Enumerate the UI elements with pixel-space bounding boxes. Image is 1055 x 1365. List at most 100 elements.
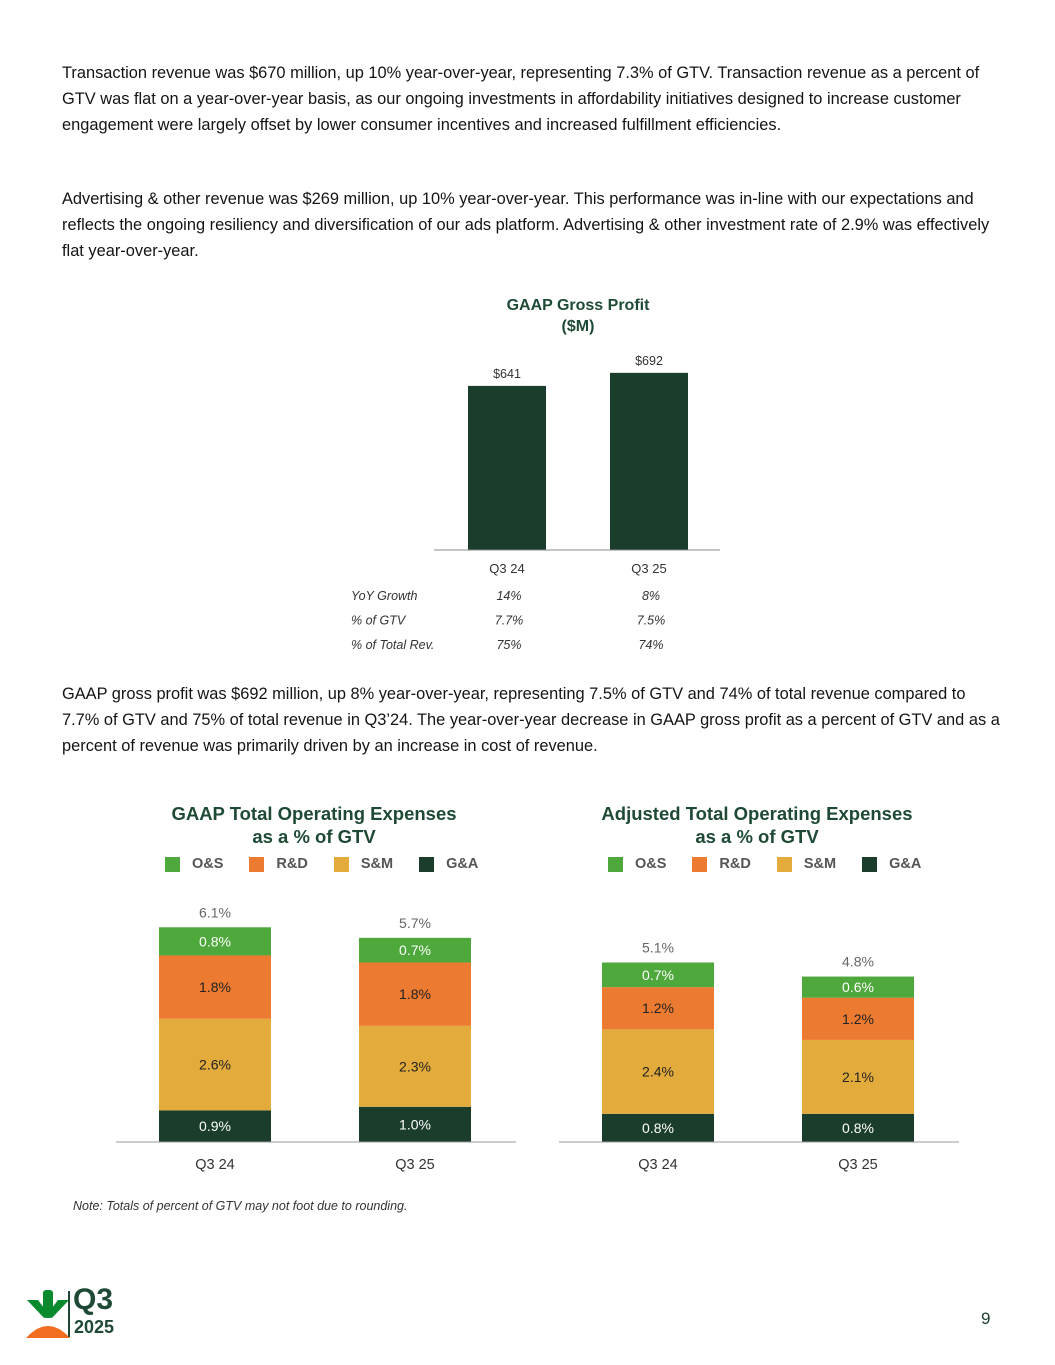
gross-profit-title-line2: ($M) [561,318,595,335]
paragraph-advertising-revenue: Advertising & other revenue was $269 mil… [62,190,990,260]
legend-item-sm: S&M [776,856,837,872]
gaap-opex-bar-segment [359,1106,471,1142]
legend-label-ga: G&A [446,856,479,872]
legend-swatch-ga [862,856,878,872]
legend-item-ga: G&A [862,856,921,872]
adjusted-opex-category-label: Q3 25 [838,1157,878,1173]
legend-label-rd: R&D [276,856,308,872]
gaap-opex-bar-segment [159,1110,271,1142]
adjusted-opex-segment-label: 1.2% [842,1011,874,1027]
gaap-opex-total-label: 5.7% [399,915,431,931]
legend-swatch-ga [419,856,435,872]
legend-label-rd: R&D [719,856,751,872]
logo-divider [68,1291,70,1337]
gaap-opex-legend: O&S R&D S&M G&A [165,856,478,872]
carrot-icon [26,1290,70,1338]
page-number: 9 [981,1309,991,1328]
legend-item-sm: S&M [333,856,394,872]
legend-swatch-sm [776,856,792,872]
gross-profit-chart: $641 Q3 24 $692 Q3 25 YoY Growth 14% 8% % of GT… [351,354,720,652]
adjusted-opex-bar-segment [602,1113,714,1142]
gaap-opex-total-label: 6.1% [199,904,231,920]
paragraph-gross-profit: GAAP gross profit was $692 million, up 8… [62,685,1000,755]
gaap-opex-segment-label: 0.7% [399,942,431,958]
gaap-opex-segment-label: 2.6% [199,1057,231,1073]
adjusted-opex-segment-label: 0.8% [842,1120,874,1136]
adjusted-opex-title-line2: as a % of GTV [695,826,819,847]
footer-quarter: Q3 [73,1283,114,1316]
adjusted-opex-bar-segment [602,962,714,988]
gaap-opex-segment-label: 0.8% [199,933,231,949]
adjusted-opex-segment-label: 0.6% [842,979,874,995]
adjusted-opex-total-label: 4.8% [842,954,874,970]
gaap-opex-chart-title: GAAP Total Operating Expenses as a % of … [114,802,514,848]
gross-profit-bar [610,372,688,550]
adjusted-opex-bar-segment [802,1113,914,1142]
legend-label-sm: S&M [360,856,394,872]
adjusted-opex-bar-segment [802,976,914,998]
gaap-opex-bar-segment [159,955,271,1019]
adjusted-opex-category-label: Q3 24 [638,1157,678,1173]
legend-item-os: O&S [608,856,666,872]
stats-value: 74% [638,638,663,652]
legend-label-sm: S&M [803,856,837,872]
gaap-opex-segment-label: 1.0% [399,1116,431,1132]
gaap-opex-bar-segment [359,1025,471,1107]
gaap-opex-title-line2: as a % of GTV [252,826,376,847]
gaap-opex-segment-label: 2.3% [399,1058,431,1074]
legend-item-os: O&S [165,856,223,872]
stats-value: 14% [496,589,521,603]
gaap-opex-segment-label: 1.8% [199,979,231,995]
paragraph-transaction-revenue: Transaction revenue was $670 million, up… [62,64,980,134]
legend-label-ga: G&A [889,856,922,872]
adjusted-opex-legend: O&S R&D S&M G&A [608,856,921,872]
stats-value: 75% [496,638,521,652]
adjusted-opex-title-line1: Adjusted Total Operating Expenses [601,803,913,824]
adjusted-opex-bar-segment [802,1039,914,1114]
gaap-opex-segment-label: 0.9% [199,1118,231,1134]
gaap-opex-bar-segment [159,1018,271,1111]
adjusted-opex-segment-label: 0.7% [642,967,674,983]
gross-profit-value-label: $692 [635,354,663,368]
adjusted-opex-total-label: 5.1% [642,939,674,955]
footer-year: 2025 [74,1317,115,1337]
opex-charts: 0.9% 2.6% 1.8% 0.8% 6.1% Q3 24 1.0% 2.3% 1.8% 0.7… [116,904,959,1173]
rounding-note: Note: Totals of percent of GTV may not f… [73,1199,408,1213]
adjusted-opex-segment-label: 2.1% [842,1069,874,1085]
gaap-opex-segment-label: 1.8% [399,986,431,1002]
adjusted-opex-bar-segment [802,997,914,1040]
legend-label-os: O&S [192,856,224,872]
gross-profit-category-label: Q3 25 [631,561,666,576]
gross-profit-title-line1: GAAP Gross Profit [506,297,650,314]
gross-profit-bar [468,385,546,550]
legend-swatch-os [608,856,623,872]
adjusted-opex-segment-label: 2.4% [642,1064,674,1080]
stats-value: 8% [642,589,660,603]
adjusted-opex-segment-label: 1.2% [642,1000,674,1016]
adjusted-opex-bar-segment [602,987,714,1030]
adjusted-opex-chart-title: Adjusted Total Operating Expenses as a %… [557,802,957,848]
gaap-opex-bar-segment [359,937,471,963]
legend-swatch-sm [333,856,349,872]
gross-profit-chart-title: GAAP Gross Profit ($M) [428,295,728,337]
legend-item-rd: R&D [692,856,751,872]
gaap-opex-bar-segment [159,927,271,956]
gross-profit-value-label: $641 [493,367,521,381]
gaap-opex-title-line1: GAAP Total Operating Expenses [171,803,457,824]
stats-value: 7.5% [637,614,666,628]
adjusted-opex-segment-label: 0.8% [642,1120,674,1136]
legend-label-os: O&S [635,856,667,872]
legend-swatch-os [165,856,180,872]
legend-swatch-rd [692,856,708,872]
stats-value: 7.7% [495,614,524,628]
gaap-opex-category-label: Q3 25 [395,1157,435,1173]
gaap-opex-bar-segment [359,962,471,1026]
legend-swatch-rd [249,856,265,872]
legend-item-ga: G&A [419,856,478,872]
stats-row-label: YoY Growth [351,589,418,603]
gross-profit-category-label: Q3 24 [489,561,524,576]
stats-row-label: % of GTV [351,614,407,628]
stats-row-label: % of Total Rev. [351,638,434,652]
adjusted-opex-bar-segment [602,1029,714,1114]
legend-item-rd: R&D [249,856,308,872]
